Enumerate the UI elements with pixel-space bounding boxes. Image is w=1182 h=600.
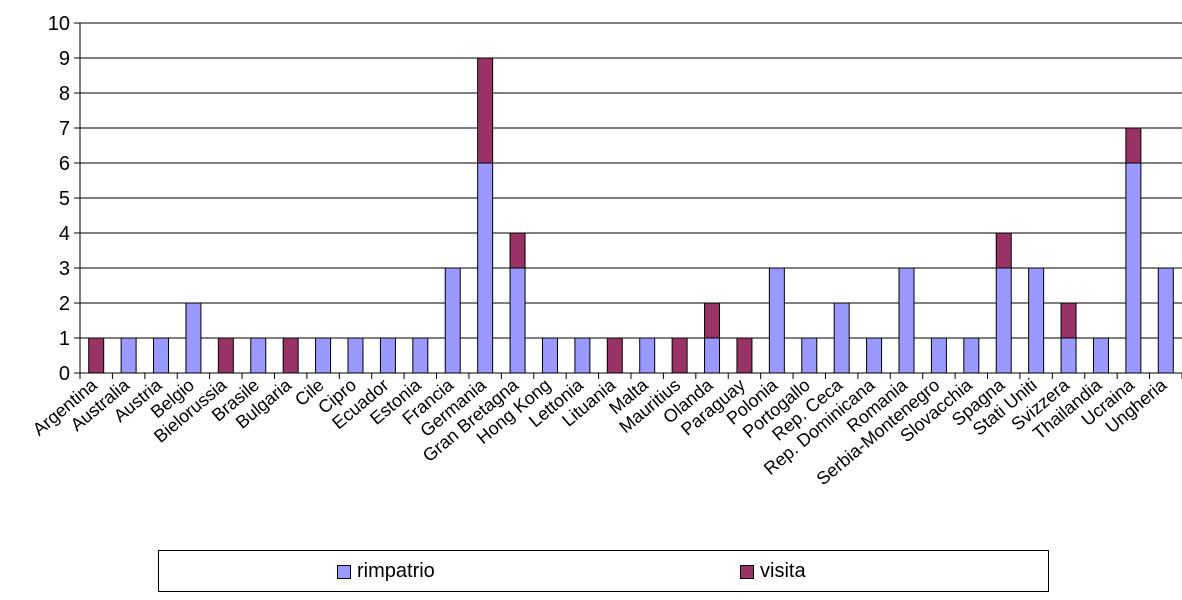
bar-visita [736, 337, 753, 374]
legend-label-rimpatrio: rimpatrio [357, 560, 435, 582]
bar-rimpatrio [541, 337, 558, 374]
bar-visita [509, 232, 526, 269]
bar-rimpatrio [412, 337, 429, 374]
bar-rimpatrio [639, 337, 656, 374]
bar-visita [606, 337, 623, 374]
bar-rimpatrio [315, 337, 332, 374]
bar-rimpatrio [120, 337, 137, 374]
legend-swatch-visita [740, 564, 754, 579]
bar-visita [995, 232, 1012, 269]
bar-rimpatrio [1157, 267, 1174, 374]
legend: rimpatrio visita [158, 550, 1049, 592]
bar-visita [1060, 302, 1077, 339]
bar-rimpatrio [250, 337, 267, 374]
bar-rimpatrio [574, 337, 591, 374]
y-tick-label: 7 [59, 118, 70, 140]
bar-rimpatrio [704, 337, 721, 374]
bar-rimpatrio [768, 267, 785, 374]
legend-item-visita: visita [740, 560, 806, 583]
gridlines [80, 22, 1182, 339]
bar-visita [704, 302, 721, 339]
y-tick-label: 0 [59, 363, 70, 385]
bar-visita [217, 337, 234, 374]
bar-rimpatrio [1028, 267, 1045, 374]
bar-rimpatrio [153, 337, 170, 374]
bar-rimpatrio [930, 337, 947, 374]
y-tick-label: 5 [59, 188, 70, 210]
bar-rimpatrio [379, 337, 396, 374]
legend-label-visita: visita [760, 560, 806, 582]
bar-rimpatrio [347, 337, 364, 374]
y-tick-label: 1 [59, 328, 70, 350]
bar-rimpatrio [866, 337, 883, 374]
bar-rimpatrio [833, 302, 850, 374]
y-tick-label: 6 [59, 153, 70, 175]
bar-rimpatrio [1092, 337, 1109, 374]
y-tick-labels: 0 1 2 3 4 5 6 7 8 9 10 [48, 13, 70, 385]
legend-swatch-rimpatrio [337, 564, 351, 579]
y-tick-label: 10 [48, 13, 70, 35]
bar-rimpatrio [963, 337, 980, 374]
bar-rimpatrio [1060, 337, 1077, 374]
bar-visita [1125, 127, 1142, 164]
bar-rimpatrio [509, 267, 526, 374]
legend-item-rimpatrio: rimpatrio [337, 560, 435, 583]
bar-visita [477, 57, 494, 164]
bar-rimpatrio [995, 267, 1012, 374]
y-tick-label: 2 [59, 293, 70, 315]
x-tick-labels: ArgentinaAustraliaAustriaBelgioBieloruss… [29, 374, 1171, 489]
bar-visita [282, 337, 299, 374]
bar-rimpatrio [1125, 162, 1142, 374]
stacked-bar-chart: 0 1 2 3 4 5 6 7 8 9 10 ArgentinaAustraliaAustriaBe… [29, 13, 1182, 489]
bar-rimpatrio [477, 162, 494, 374]
bars [88, 57, 1174, 374]
bar-visita [88, 337, 105, 374]
bar-rimpatrio [898, 267, 915, 374]
bar-rimpatrio [444, 267, 461, 374]
y-tick-label: 3 [59, 258, 70, 280]
y-tick-label: 4 [59, 223, 70, 245]
y-tick-label: 8 [59, 83, 70, 105]
bar-visita [671, 337, 688, 374]
y-tick-label: 9 [59, 48, 70, 70]
axes [74, 22, 1182, 379]
bar-rimpatrio [185, 302, 202, 374]
bar-rimpatrio [801, 337, 818, 374]
